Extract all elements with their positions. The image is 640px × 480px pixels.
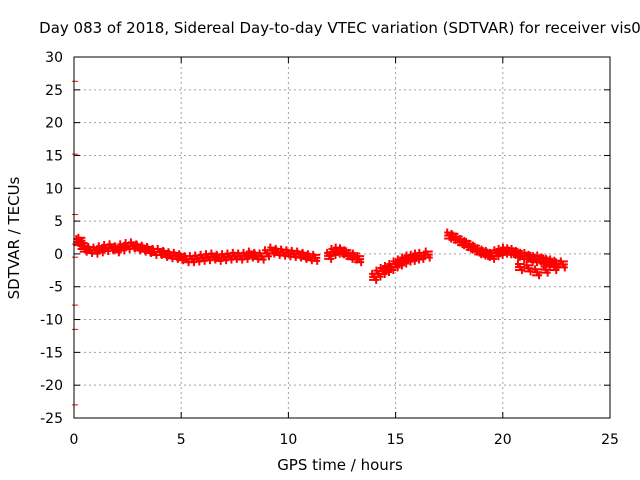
y-tick-label: 0 xyxy=(54,247,63,263)
y-tick-labels: -25 -20 -15 -10 -5 0 5 10 15 20 25 30 xyxy=(40,50,63,427)
y-axis-title: SDTVAR / TECUs xyxy=(5,176,23,299)
x-tick-label: 15 xyxy=(387,432,405,448)
chart-title: Day 083 of 2018, Sidereal Day-to-day VTE… xyxy=(39,19,640,37)
data-point xyxy=(310,250,321,265)
x-tick-labels: 0 5 10 15 20 25 xyxy=(70,432,619,448)
data-point xyxy=(399,253,410,268)
data-point xyxy=(557,257,568,272)
y-tick-label: -10 xyxy=(40,313,63,329)
y-tick-label: 5 xyxy=(54,214,63,230)
y-tick-label: 10 xyxy=(45,181,63,197)
data-point xyxy=(422,247,433,262)
y-tick-label: -15 xyxy=(40,345,63,361)
data-point xyxy=(549,260,560,275)
data-point xyxy=(90,243,101,258)
data-point xyxy=(416,248,427,263)
data-point xyxy=(514,260,525,275)
data-point xyxy=(79,241,90,256)
x-tick-label: 5 xyxy=(177,432,186,448)
data-point xyxy=(540,262,551,277)
y-tick-label: 25 xyxy=(45,83,63,99)
plot-frame xyxy=(73,56,611,419)
x-tick-label: 0 xyxy=(70,432,79,448)
ticks-layer xyxy=(73,56,611,419)
y-tick-label: 30 xyxy=(45,50,63,66)
data-point xyxy=(354,252,365,267)
y-tick-label: 15 xyxy=(45,148,63,164)
data-point xyxy=(117,240,128,255)
x-tick-label: 25 xyxy=(601,432,619,448)
data-point xyxy=(532,265,543,280)
x-axis-title: GPS time / hours xyxy=(277,456,403,474)
data-point xyxy=(523,261,534,276)
data-points-layer xyxy=(72,80,568,406)
x-tick-label: 10 xyxy=(279,432,297,448)
y-tick-label: -5 xyxy=(49,280,63,296)
y-tick-label: -20 xyxy=(40,378,63,394)
y-tick-label: 20 xyxy=(45,116,63,132)
x-tick-label: 20 xyxy=(494,432,512,448)
y-tick-label: -25 xyxy=(40,411,63,427)
